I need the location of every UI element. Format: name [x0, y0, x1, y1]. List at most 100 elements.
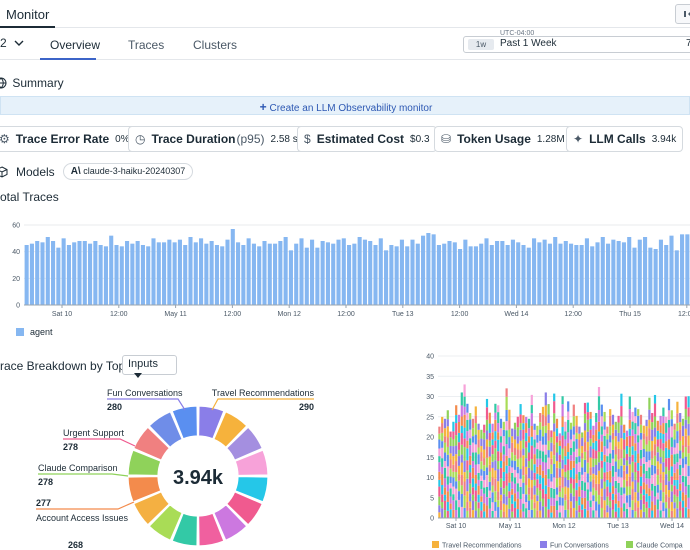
stack-segment — [628, 486, 631, 495]
stack-segment — [673, 429, 676, 440]
legend-swatch — [540, 541, 547, 548]
stack-segment — [491, 477, 494, 486]
stack-segment — [673, 439, 676, 448]
stack-segment — [474, 415, 477, 424]
stack-segment — [446, 454, 449, 467]
stack-segment — [595, 475, 598, 484]
stack-segment — [667, 508, 671, 518]
x-tick-label: 12:00 — [110, 311, 128, 318]
stack-segment — [679, 450, 682, 459]
legend-label: Claude Compa — [636, 543, 683, 550]
total-traces-chart[interactable]: 0 20 40 60 Sat 10 12:00 May 11 12:00 Mon 12 12:00… — [0, 215, 690, 323]
stat-estimated-cost[interactable]: $ Estimated Cost $0.3 — [297, 126, 437, 152]
stat-trace-error-rate[interactable]: ⚙ Trace Error Rate 0% — [0, 126, 137, 152]
stack-segment — [502, 488, 505, 495]
tab-overview[interactable]: Overview — [50, 38, 101, 52]
stack-segment — [471, 442, 475, 453]
time-range-picker[interactable]: 1w Past 1 Week 7 — [463, 36, 690, 53]
stack-segment — [449, 496, 452, 504]
topic-stacked-chart[interactable]: 0 5 10 15 20 25 30 35 40 Sat 10 May 11 Mon 12 Tue 13… — [418, 348, 690, 550]
create-monitor-link[interactable]: Create an LLM Observability monitor — [269, 103, 433, 114]
stack-segment — [494, 419, 497, 432]
stack-segment — [583, 451, 587, 460]
stack-segment — [592, 458, 595, 467]
stack-segment — [539, 501, 542, 511]
stack-segment — [659, 439, 662, 449]
stack-segment — [676, 431, 679, 444]
app-selector[interactable]: 2 — [0, 36, 24, 50]
stack-segment — [477, 502, 480, 509]
stack-segment — [665, 494, 668, 503]
topic-source-select[interactable]: Inputs — [122, 355, 177, 378]
monitor-tab[interactable]: Monitor — [0, 0, 56, 28]
stack-segment — [491, 485, 494, 493]
bar — [410, 239, 415, 305]
stack-segment — [443, 500, 447, 511]
donut-slice — [171, 405, 199, 440]
donut-leader-line — [36, 501, 135, 510]
stack-segment — [480, 501, 483, 511]
tab-clusters[interactable]: Clusters — [193, 38, 238, 52]
stack-segment — [667, 410, 671, 420]
stack-segment — [494, 502, 497, 511]
x-tick-label: May 11 — [499, 523, 522, 530]
stack-segment — [569, 469, 573, 478]
x-tick-label: 12:00 — [451, 311, 469, 318]
stack-segment — [530, 459, 533, 471]
total-traces-legend[interactable]: agent — [16, 327, 53, 337]
stack-segment — [499, 460, 503, 468]
bar — [341, 238, 346, 305]
stack-segment — [508, 420, 511, 430]
stack-segment — [595, 440, 598, 451]
stack-segment — [480, 438, 483, 446]
create-monitor-banner[interactable]: + Create an LLM Observability monitor — [0, 96, 690, 115]
stack-segment — [614, 436, 617, 447]
stack-segment — [483, 470, 486, 480]
stack-segment — [583, 442, 587, 452]
stack-segment — [533, 454, 536, 465]
stack-segment — [625, 465, 629, 474]
stack-segment — [676, 453, 679, 463]
stack-segment — [595, 429, 598, 441]
stack-segment — [525, 423, 528, 433]
stack-segment — [463, 427, 466, 439]
stack-segment — [642, 495, 645, 505]
stack-segment — [614, 446, 617, 455]
stack-segment — [488, 440, 491, 447]
stack-segment — [564, 509, 567, 518]
stack-segment — [455, 415, 458, 424]
stack-segment — [575, 432, 578, 440]
stack-segment — [525, 494, 528, 503]
menu-button[interactable] — [675, 4, 690, 24]
stack-segment — [600, 451, 603, 461]
stack-segment — [471, 510, 475, 518]
stack-segment — [443, 452, 447, 461]
stack-segment — [597, 462, 601, 471]
stack-segment — [656, 492, 659, 500]
stat-llm-calls[interactable]: ✦ LLM Calls 3.94k — [566, 126, 684, 152]
stack-segment — [572, 416, 575, 427]
stack-segment — [609, 482, 612, 493]
stack-segment — [553, 401, 556, 414]
stack-segment — [634, 511, 637, 518]
stat-token-usage[interactable]: ⛁ Token Usage 1.28M — [434, 126, 572, 152]
stack-segment — [471, 467, 475, 479]
stack-segment — [553, 413, 556, 424]
stack-segment — [488, 456, 491, 465]
stat-trace-duration[interactable]: ◷ Trace Duration (p95) 2.58 s — [128, 126, 305, 152]
summary-header[interactable]: Summary — [0, 76, 64, 90]
topic-donut-chart[interactable]: 3.94k Fun Conversations 280 Travel Recommen… — [0, 382, 330, 550]
stack-segment — [516, 466, 519, 474]
stack-segment — [455, 500, 458, 510]
bar — [415, 243, 420, 305]
stack-segment — [539, 483, 542, 491]
stack-segment — [525, 458, 528, 467]
stack-segment — [681, 467, 685, 476]
stack-segment — [656, 475, 659, 485]
stack-segment — [620, 425, 623, 439]
stack-segment — [586, 450, 589, 463]
model-chip[interactable]: A\ claude-3-haiku-20240307 — [62, 163, 194, 180]
stack-segment — [513, 460, 517, 470]
tab-traces[interactable]: Traces — [128, 38, 165, 52]
error-icon: ⚙ — [0, 132, 10, 146]
